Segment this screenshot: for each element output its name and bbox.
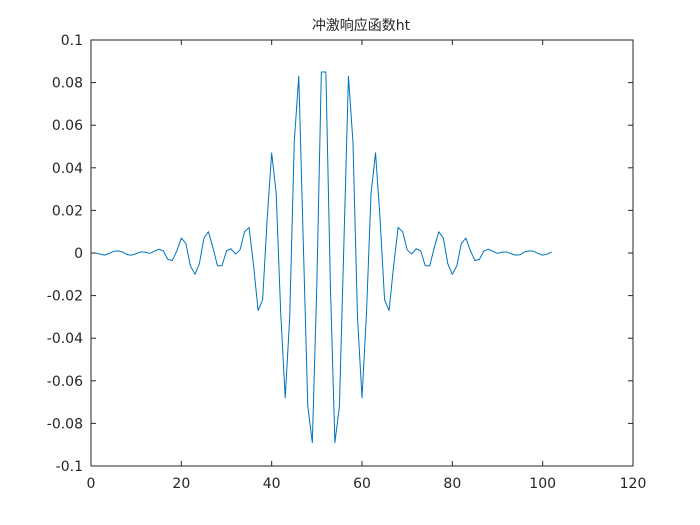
y-tick-label: -0.02: [47, 289, 83, 305]
y-tick-label: 0.02: [52, 203, 83, 219]
x-tick-label: 80: [443, 476, 461, 492]
y-tick-label: -0.04: [47, 331, 83, 347]
y-tick-label: 0.08: [52, 76, 83, 92]
x-tick-label: 60: [353, 476, 371, 492]
x-tick-label: 100: [529, 476, 556, 492]
y-tick-label: -0.1: [56, 459, 83, 475]
y-tick-label: 0.06: [52, 118, 83, 134]
y-tick-label: 0.1: [61, 33, 83, 49]
y-tick-label: 0.04: [52, 161, 83, 177]
chart-title: 冲激响应函数ht: [312, 17, 411, 34]
axes-box: [90, 39, 634, 467]
x-tick-label: 0: [87, 476, 96, 492]
series-line: [95, 71, 552, 444]
x-tick-label: 20: [172, 476, 190, 492]
y-tick-label: -0.06: [47, 374, 83, 390]
x-tick-label: 120: [620, 476, 647, 492]
y-tick-label: 0: [74, 246, 83, 262]
y-tick-label: -0.08: [47, 416, 83, 432]
plot-area: 0 20 40 60 80 100 120 -0.1 -0.08 -0.06 -0.04 -0.02 0…: [47, 33, 647, 492]
x-tick-label: 40: [263, 476, 281, 492]
